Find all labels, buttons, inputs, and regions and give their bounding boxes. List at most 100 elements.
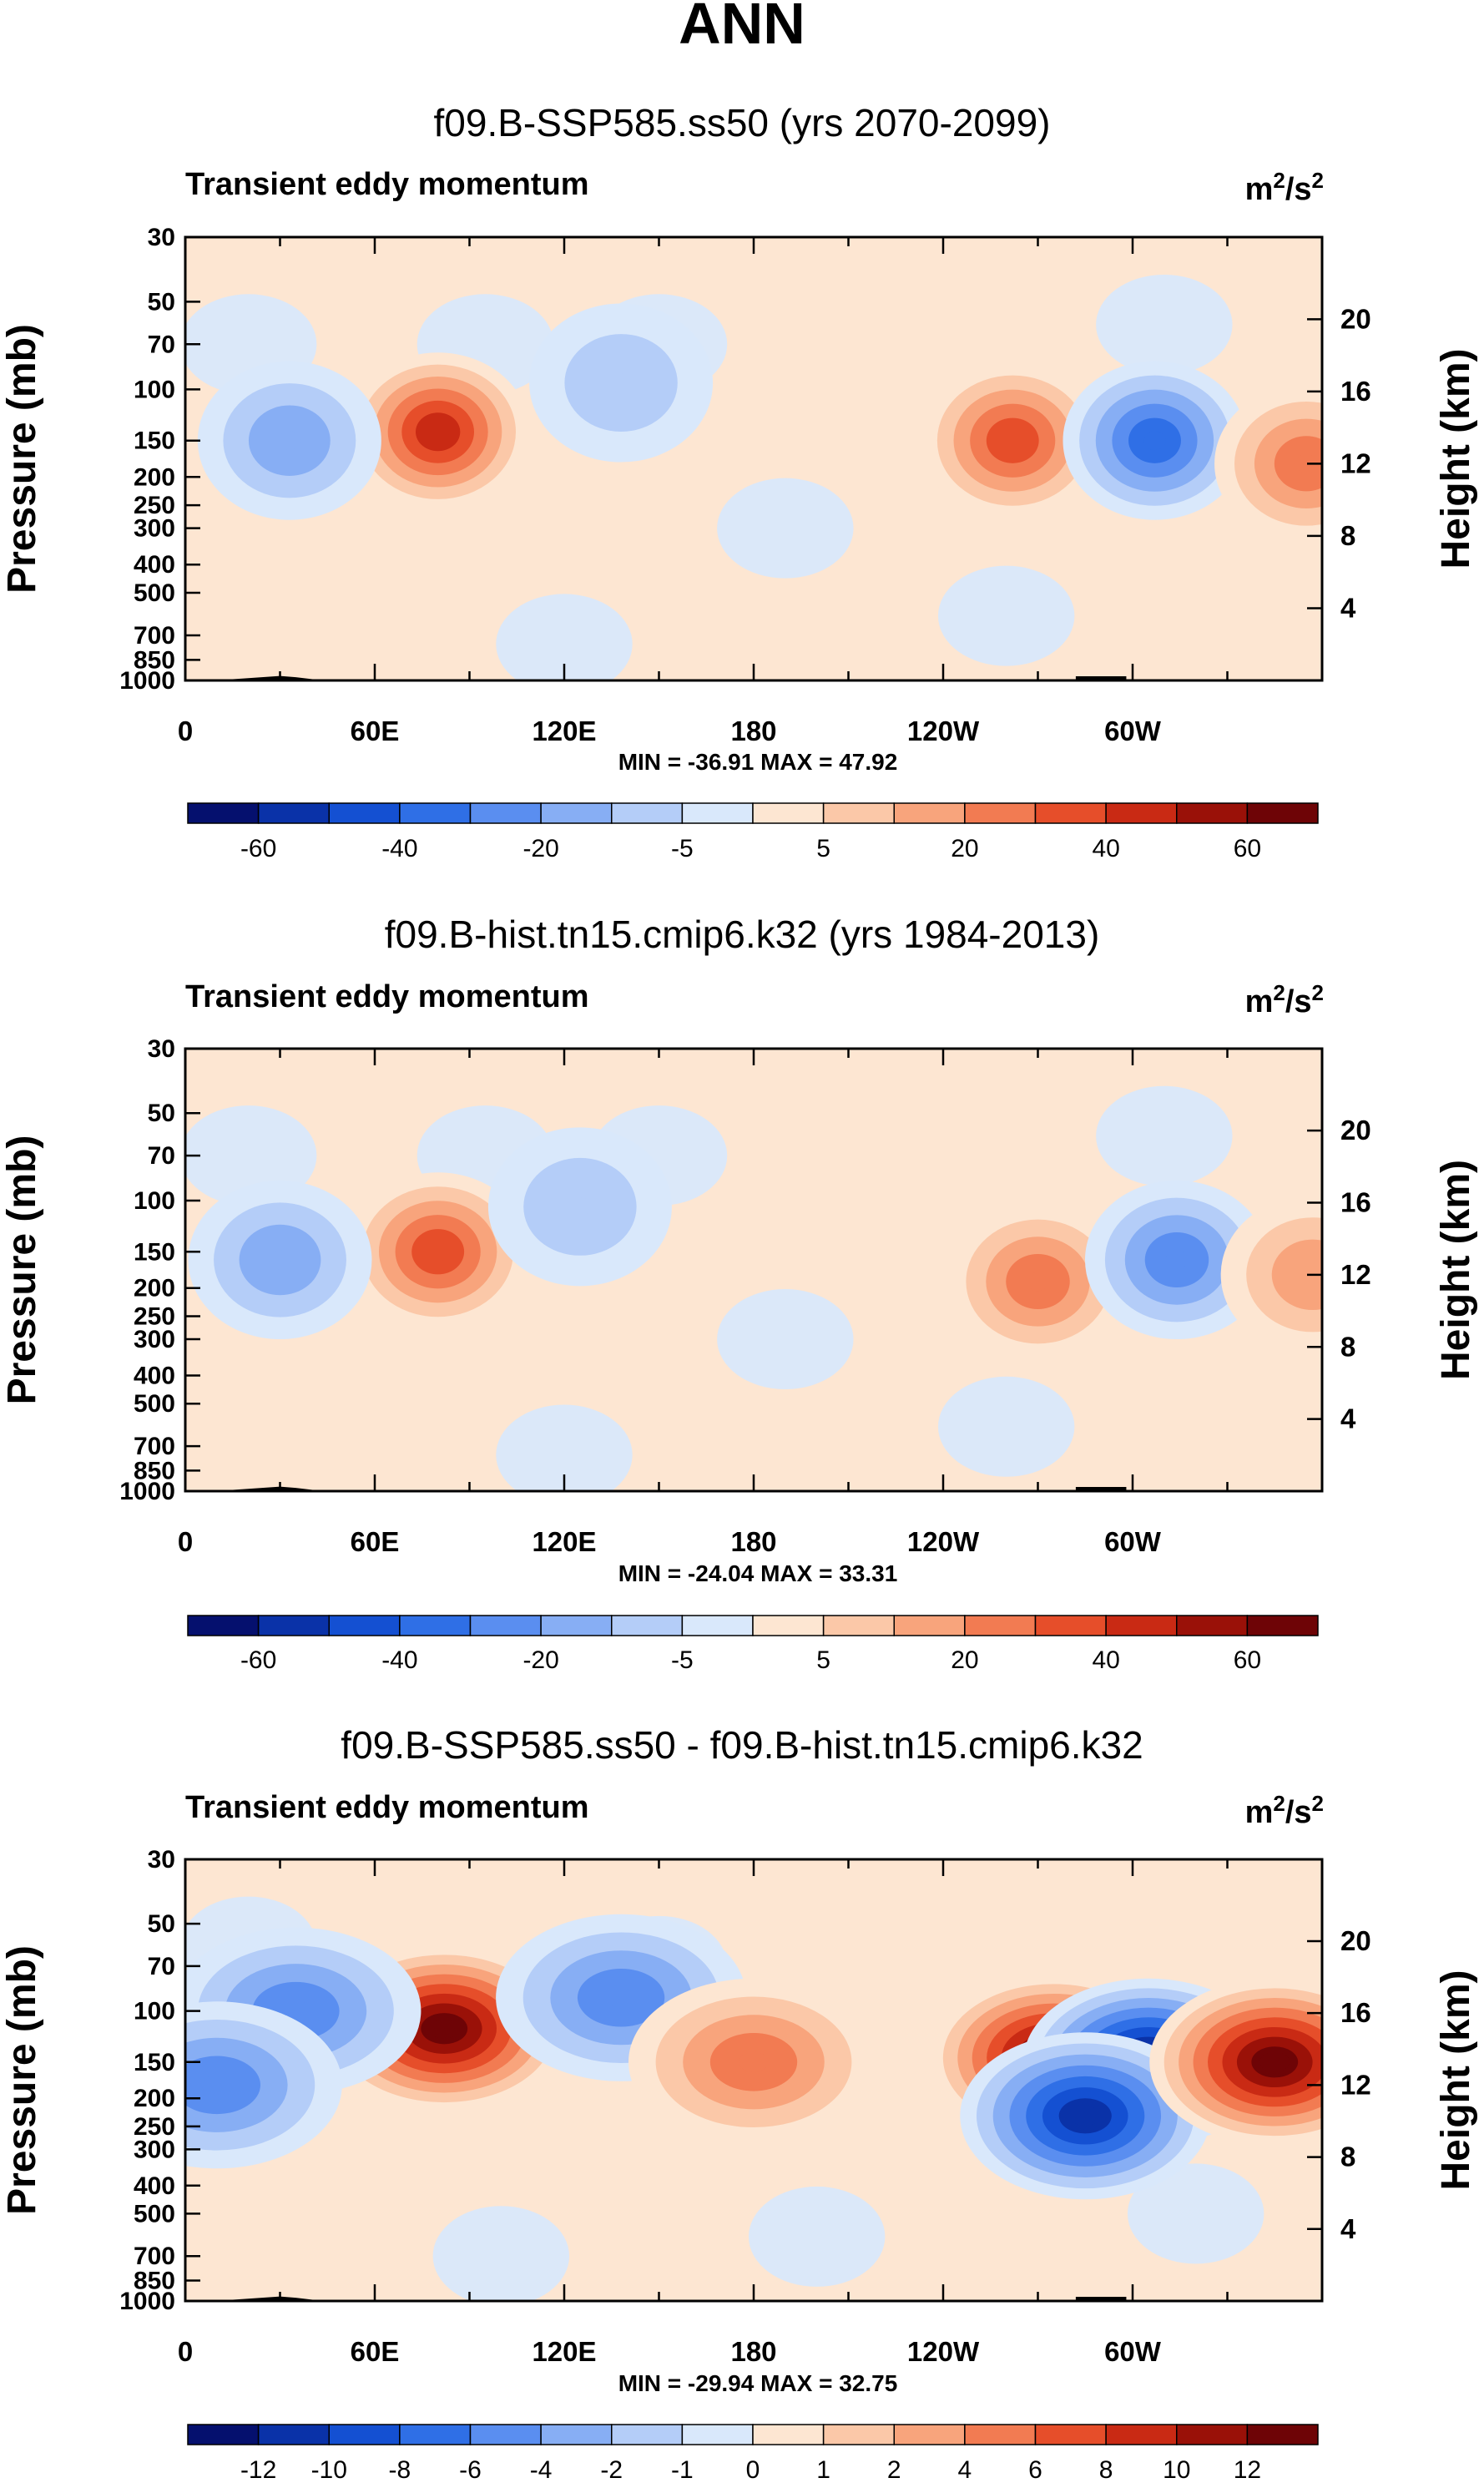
colorbar-box [540,802,613,824]
colorbar-label: -40 [381,1646,417,1674]
panel-subtitle: Transient eddy momentum [185,167,589,202]
y-tick-label: 30 [148,224,175,251]
colorbar-label: -1 [671,2456,694,2483]
y-tick-label: 1000 [119,2288,175,2315]
y-tick-label: 1000 [119,667,175,695]
colorbar-label: 6 [1028,2456,1042,2483]
contour-extremum [1070,2106,1101,2126]
height-tick-label: 8 [1340,2142,1355,2172]
contour-extremum [427,1242,449,1262]
colorbar-box [540,2424,613,2445]
background-negative-region [717,1289,854,1390]
y-tick-label: 250 [134,2113,175,2141]
y-tick-label: 70 [148,331,175,358]
colorbar-box [469,1615,542,1636]
colorbar-box [187,2424,260,2445]
colorbar-box [1176,2424,1249,2445]
y-tick-label: 150 [134,2049,175,2076]
y-tick-label: 50 [148,1910,175,1938]
min-max-stats: MIN = -24.04 MAX = 33.31 [618,1560,898,1586]
y-tick-label: 100 [134,1187,175,1215]
colorbar-box [1034,802,1107,824]
background-negative-region [937,565,1075,666]
colorbar-box [469,2424,542,2445]
background-negative-region [1096,274,1233,375]
colorbar-box [257,1615,330,1636]
colorbar-label: 5 [816,835,830,862]
y-tick-label: 500 [134,579,175,607]
colorbar-label: -5 [671,1646,694,1674]
x-tick-label: 180 [730,1526,776,1557]
colorbar-box [964,1615,1037,1636]
height-tick-label: 16 [1340,376,1371,407]
colorbar-box [611,1615,684,1636]
y-tick-label: 50 [148,288,175,316]
colorbar-box [469,802,542,824]
min-max-stats: MIN = -36.91 MAX = 47.92 [618,749,898,775]
colorbar-box [187,1615,260,1636]
y-tick-label: 400 [134,1363,175,1390]
colorbar-box [1246,1615,1319,1636]
colorbar-label: -60 [240,835,276,862]
y-tick-label: 70 [148,1953,175,1980]
y-tick-label: 200 [134,1275,175,1302]
colorbar-box [257,802,330,824]
contour-extremum [609,373,633,392]
colorbar-box [257,2424,330,2445]
y-tick-label: 500 [134,2200,175,2228]
y-tick-label: 400 [134,551,175,579]
contour-level [1271,1239,1322,1311]
colorbar-box [1176,802,1249,824]
colorbar-box [328,1615,401,1636]
y-tick-label: 250 [134,1302,175,1330]
colorbar-label: 8 [1099,2456,1113,2483]
topography [1075,1487,1127,1491]
panel-title: f09.B-SSP585.ss50 (yrs 2070-2099) [434,101,1051,144]
colorbar-label: -20 [522,835,558,862]
colorbar-box [1034,1615,1107,1636]
y-tick-label: 200 [134,463,175,491]
height-tick-label: 8 [1340,1331,1355,1362]
contour-field [185,1085,1322,1491]
colorbar-label: -20 [522,1646,558,1674]
contour-extremum [1002,431,1024,451]
y-tick-label: 500 [134,1390,175,1418]
colorbar-box [328,802,401,824]
contour-extremum [1027,1272,1049,1292]
background-negative-region [1096,1085,1233,1186]
colorbar-label: -12 [240,2456,276,2483]
y-axis-title-height: Height (km) [1434,1970,1478,2191]
contour-extremum [201,2075,232,2096]
background-negative-region [937,1376,1075,1477]
x-tick-label: 60E [351,716,400,746]
colorbar-label: 1 [816,2456,830,2483]
height-tick-label: 8 [1340,520,1355,551]
colorbar-label: -2 [600,2456,623,2483]
y-tick-label: 70 [148,1142,175,1170]
background-negative-region [496,594,633,680]
colorbar-box [893,2424,966,2445]
topography [1075,676,1127,680]
y-tick-label: 850 [134,1457,175,1484]
height-tick-label: 4 [1340,2213,1356,2244]
contour-field [185,1896,1322,2301]
y-tick-label: 200 [134,2085,175,2112]
topography [1075,2297,1127,2301]
y-tick-label: 100 [134,1998,175,2025]
y-axis-title-height: Height (km) [1434,349,1478,569]
colorbar-box [681,2424,754,2445]
background-negative-region [748,2186,886,2287]
units-label: m2/s2 [1245,168,1324,207]
x-tick-label: 60W [1104,716,1162,746]
colorbar-label: 5 [816,1646,830,1674]
y-tick-label: 700 [134,622,175,650]
colorbar-box [893,802,966,824]
contour-extremum [429,2018,460,2039]
colorbar-box [611,2424,684,2445]
height-tick-label: 20 [1340,1925,1371,1956]
colorbar-box [681,1615,754,1636]
colorbar-box [1105,1615,1178,1636]
y-tick-label: 850 [134,646,175,674]
contour-extremum [1143,431,1166,451]
